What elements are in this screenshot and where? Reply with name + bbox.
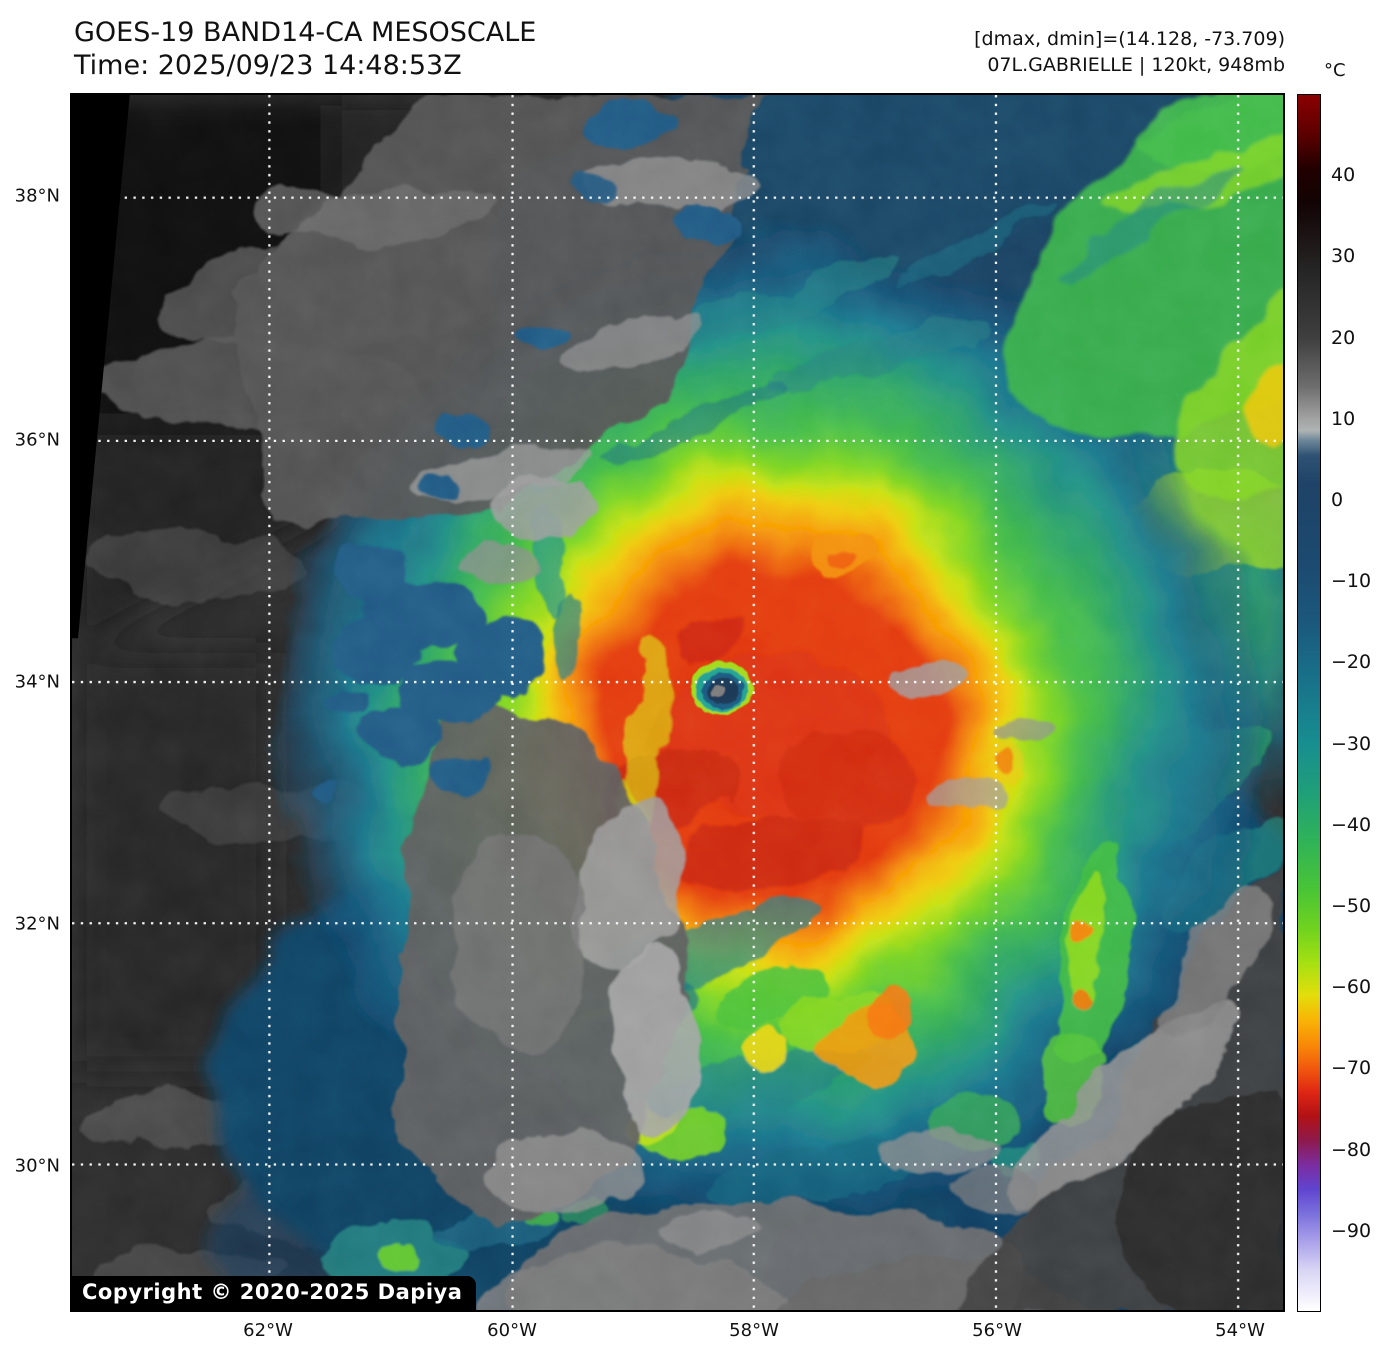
colorbar — [1297, 94, 1321, 1312]
lon-tick-label: 56°W — [972, 1320, 1022, 1341]
figure-stats: [dmax, dmin]=(14.128, -73.709) 07L.GABRI… — [974, 26, 1285, 78]
colorbar-tick-label: −40 — [1331, 813, 1372, 836]
sector-edge — [72, 95, 130, 639]
lat-tick-label: 30°N — [14, 1155, 60, 1177]
lon-tick-label: 54°W — [1215, 1320, 1265, 1341]
satellite-plot: Copyright © 2020-2025 Dapiya — [70, 93, 1285, 1312]
figure-title: GOES-19 BAND14-CA MESOSCALE — [74, 17, 537, 48]
lat-tick-label: 32°N — [14, 913, 60, 935]
storm-info-label: 07L.GABRIELLE | 120kt, 948mb — [987, 54, 1285, 76]
lon-tick-label: 58°W — [729, 1320, 779, 1341]
colorbar-tick-label: 40 — [1331, 164, 1356, 187]
colorbar-tick-label: −60 — [1331, 976, 1372, 999]
lat-tick-label: 38°N — [14, 185, 60, 207]
satellite-imagery — [72, 95, 1283, 1310]
graticule — [72, 95, 1283, 1310]
colorbar-tick-label: −70 — [1331, 1057, 1372, 1080]
figure-header: GOES-19 BAND14-CA MESOSCALE Time: 2025/0… — [74, 16, 536, 82]
colorbar-tick-label: 10 — [1331, 407, 1356, 430]
colorbar-unit-label: °C — [1324, 60, 1346, 81]
colorbar-tick-label: 30 — [1331, 245, 1356, 268]
colorbar-tick-label: −50 — [1331, 895, 1372, 917]
dmax-dmin-label: [dmax, dmin]=(14.128, -73.709) — [974, 28, 1285, 50]
colorbar-tick-label: 20 — [1331, 326, 1356, 349]
colorbar-tick-label: −20 — [1331, 651, 1372, 674]
figure-time-label: Time: 2025/09/23 14:48:53Z — [74, 50, 462, 81]
copyright-badge: Copyright © 2020-2025 Dapiya — [72, 1276, 477, 1310]
colorbar-tick-label: −90 — [1331, 1219, 1372, 1242]
lat-tick-label: 36°N — [14, 429, 60, 451]
colorbar-tick-label: 0 — [1331, 489, 1344, 511]
cloud-texture-overlay — [72, 95, 1283, 1310]
lat-tick-label: 34°N — [14, 671, 60, 693]
lon-tick-label: 62°W — [243, 1320, 293, 1341]
colorbar-tick-label: −30 — [1331, 732, 1372, 755]
colorbar-tick-label: −10 — [1331, 570, 1372, 593]
colorbar-tick-label: −80 — [1331, 1138, 1372, 1161]
lon-tick-label: 60°W — [487, 1320, 537, 1341]
